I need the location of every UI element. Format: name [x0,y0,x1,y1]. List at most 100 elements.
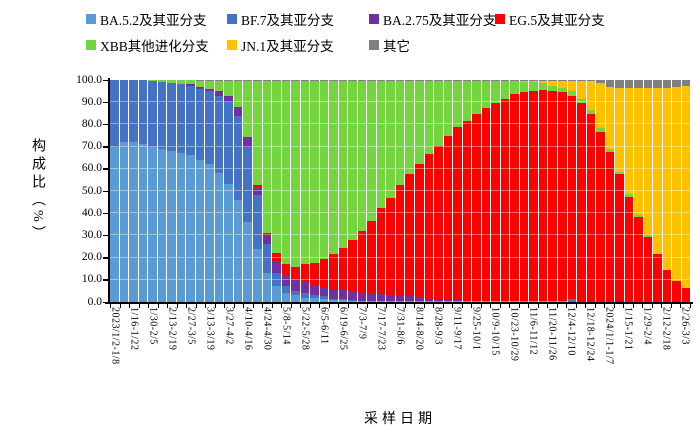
x-tick-mark [509,303,511,308]
bar-segment [272,80,281,81]
bar-segment [624,196,634,302]
bar-segment [434,80,443,81]
bar [176,80,186,302]
bar-segment [596,80,605,84]
bar-segment [338,298,348,300]
bar-segment [338,289,348,299]
bar-segment [605,86,615,149]
bar-segment [205,164,214,302]
x-tick-label: 8/28-9/3 [432,307,444,345]
y-tick-mark [103,257,109,259]
bar-segment [443,299,453,301]
bar-segment [653,80,662,88]
bar-segment [319,80,329,81]
bar-segment [453,299,462,301]
x-tick-mark [480,303,482,308]
bar-segment [195,159,205,302]
bar-segment [567,95,577,299]
bar-segment [148,80,157,81]
bar-segment [243,80,252,137]
bar [500,80,510,302]
bar-segment [300,297,310,302]
bar-segment [281,80,291,81]
y-tick-label: 60.0 [81,162,102,175]
bar-segment [243,222,252,302]
bar-segment [529,300,538,302]
bar-segment [357,80,367,231]
bar-segment [538,300,548,302]
bar-segment [310,295,319,298]
legend-label: BA.5.2及其亚分支 [100,13,207,28]
bar [586,80,596,302]
y-tick-mark [103,212,109,215]
x-tick-mark [556,303,558,308]
bar [138,80,148,302]
bar-segment [176,153,186,302]
bar-segment [519,80,529,81]
bar-segment [386,80,395,198]
bar [224,80,233,302]
bar-segment [243,80,252,81]
bar-segment [577,103,586,302]
bar-segment [281,275,291,287]
bar-segment [319,287,329,297]
x-tick-mark [243,303,245,308]
bar-segment [557,300,567,302]
bar [252,80,262,302]
bar [291,80,300,302]
bar-segment [176,80,186,84]
x-tick-label: 7/17-7/23 [375,307,387,351]
bar-segment [262,233,272,236]
bar-segment [224,102,233,185]
y-tick-mark [103,79,109,81]
bar-segment [291,266,300,280]
x-axis-line [105,302,693,304]
bar-segment [110,80,119,147]
bar [634,80,643,302]
bar [424,80,434,302]
bars-container [110,80,691,302]
bar [319,80,329,302]
x-tick-mark [338,303,340,308]
bar-segment [538,83,548,90]
bar [367,80,376,302]
legend: BA.5.2及其亚分支 BF.7及其亚分支 BA.2.75及其亚分支 EG.5及其亚分… [86,6,605,58]
y-tick-mark [103,101,109,104]
bar-segment [472,300,481,302]
bar-segment [586,114,596,302]
bar [405,80,414,302]
bar-segment [233,80,243,107]
bar-segment [615,172,624,175]
bar-segment [281,293,291,302]
bar-segment [329,80,338,255]
bar-segment [500,80,510,99]
x-tick-mark [537,303,539,308]
bar-segment [443,300,453,302]
y-tick-label: 40.0 [81,206,102,219]
bar-segment [214,91,224,96]
bar-segment [348,299,357,301]
x-tick-label: 3/27-4/2 [223,307,235,345]
bar-segment [624,80,634,88]
bar-segment [233,106,243,116]
bar-segment [329,80,338,81]
bar-segment [415,300,424,302]
bar [443,80,453,302]
x-tick-mark [328,303,330,308]
x-tick-label: 5/8-5/14 [280,307,292,345]
x-tick-mark [157,303,159,308]
bar-segment [252,80,262,186]
x-tick-mark [670,303,672,308]
legend-label: EG.5及其亚分支 [509,13,605,28]
bar-segment [491,80,500,104]
bar-segment [310,297,319,302]
bar-segment [386,300,395,302]
x-tick-mark [461,303,463,308]
bar-segment [348,80,357,81]
bar-segment [376,207,386,295]
bar-segment [252,186,262,196]
bar-segment [252,248,262,302]
bar-segment [453,80,462,81]
legend-label: JN.1及其亚分支 [241,39,334,54]
bar-segment [224,95,233,103]
